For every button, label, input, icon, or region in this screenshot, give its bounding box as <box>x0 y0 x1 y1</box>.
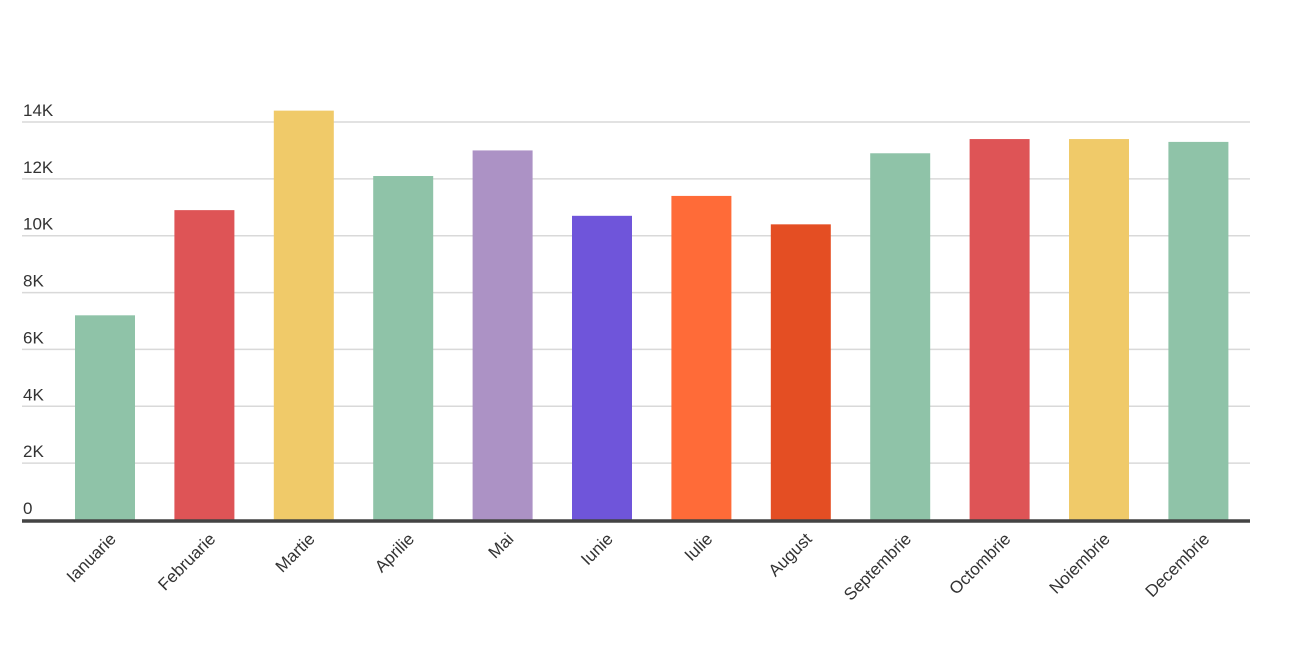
bar-aprilie <box>373 176 434 520</box>
x-tick-label: Iulie <box>681 529 716 564</box>
bar-martie <box>273 110 334 520</box>
y-tick-label: 0 <box>23 499 32 518</box>
bar-mai <box>472 150 533 520</box>
bar-iulie <box>671 195 732 520</box>
x-axis-labels: Ianuarie Februarie Martie Aprilie Mai Iunie Iu… <box>63 529 1213 604</box>
bar-februarie <box>174 210 235 520</box>
y-tick-label: 4K <box>23 385 44 404</box>
bar-ianuarie <box>75 315 135 520</box>
x-tick-label: Mai <box>485 529 518 562</box>
x-tick-label: August <box>765 529 816 580</box>
y-tick-label: 6K <box>23 328 44 347</box>
y-tick-label: 12K <box>23 158 54 177</box>
bar-noiembrie <box>1069 139 1129 521</box>
x-tick-label: Iunie <box>577 529 617 569</box>
y-tick-label: 10K <box>23 215 54 234</box>
x-tick-label: Ianuarie <box>63 529 120 586</box>
y-tick-label: 14K <box>23 101 54 120</box>
bars <box>75 110 1229 521</box>
x-tick-label: Februarie <box>154 529 219 594</box>
y-axis-ticks: 0 2K 4K 6K 8K 10K 12K 14K <box>23 101 54 518</box>
bar-iunie <box>572 215 632 521</box>
x-tick-label: Martie <box>272 529 319 576</box>
bar-decembrie <box>1168 141 1229 520</box>
bar-septembrie <box>870 153 931 520</box>
bar-august <box>770 224 831 521</box>
x-tick-label: Octombrie <box>946 529 1015 598</box>
x-tick-label: Decembrie <box>1142 529 1214 601</box>
x-tick-label: Aprilie <box>371 529 418 576</box>
bar-octombrie <box>969 139 1030 521</box>
y-tick-label: 8K <box>23 272 44 291</box>
y-tick-label: 2K <box>23 442 44 461</box>
x-tick-label: Noiembrie <box>1046 529 1114 597</box>
x-tick-label: Septembrie <box>840 529 915 604</box>
